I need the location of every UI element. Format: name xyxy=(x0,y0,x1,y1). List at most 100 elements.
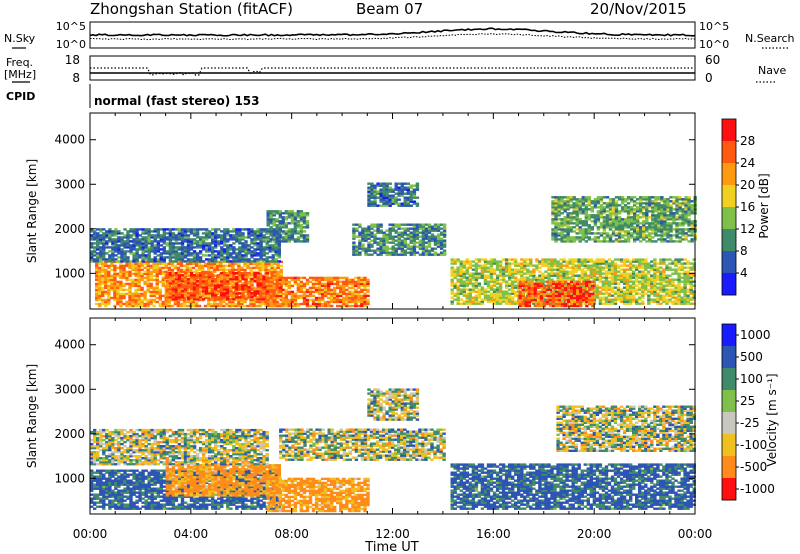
power-cell xyxy=(143,302,147,306)
power-cell xyxy=(662,286,666,289)
power-cell xyxy=(180,228,185,231)
power-cell xyxy=(580,270,584,273)
power-cell xyxy=(409,245,413,248)
power-cell xyxy=(468,266,472,269)
power-cell xyxy=(508,294,512,297)
power-cell xyxy=(403,227,407,230)
power-cell xyxy=(526,262,530,265)
power-cell xyxy=(185,304,190,308)
power-cell xyxy=(261,266,265,270)
power-cell xyxy=(168,294,173,297)
power-cell xyxy=(284,210,288,213)
power-cell xyxy=(107,274,111,278)
power-cell xyxy=(323,304,328,308)
power-cell xyxy=(99,256,103,259)
power-cell xyxy=(192,242,197,245)
power-cell xyxy=(208,284,212,287)
power-cell xyxy=(305,226,310,229)
power-cell xyxy=(165,232,169,235)
power-cell xyxy=(96,236,100,239)
power-cell xyxy=(271,228,275,231)
power-cell xyxy=(406,192,410,195)
power-cell xyxy=(686,274,690,277)
power-cell xyxy=(284,288,288,292)
power-cell xyxy=(674,302,678,305)
power-cell xyxy=(613,262,618,265)
power-cell xyxy=(272,300,276,304)
power-cell xyxy=(167,302,171,306)
power-cell xyxy=(194,282,199,286)
power-cell xyxy=(120,250,124,253)
power-cell xyxy=(117,252,121,255)
power-cell xyxy=(108,236,112,239)
power-cell xyxy=(613,276,618,279)
power-cell xyxy=(668,258,672,261)
power-cell xyxy=(382,200,386,203)
power-cell xyxy=(480,298,485,301)
nave-tick-top: 60 xyxy=(705,53,720,67)
power-cell xyxy=(188,270,193,274)
power-cell xyxy=(391,188,395,191)
power-cell xyxy=(547,272,551,275)
power-cell xyxy=(625,276,630,279)
power-cell xyxy=(589,270,593,273)
power-cell xyxy=(604,292,609,295)
power-cell xyxy=(317,300,322,304)
power-cell xyxy=(165,280,169,283)
power-cell xyxy=(101,266,105,270)
power-cell xyxy=(252,262,256,266)
freq-unit-label: [MHz] xyxy=(4,68,36,81)
power-cell xyxy=(580,284,584,287)
power-cell xyxy=(176,302,181,306)
power-cell xyxy=(177,230,182,233)
power-cell xyxy=(98,270,102,274)
power-cell xyxy=(376,184,380,187)
power-cell xyxy=(155,300,159,304)
power-cell xyxy=(527,284,531,288)
power-cell xyxy=(165,256,169,259)
power-cell xyxy=(382,204,386,207)
power-cell xyxy=(269,222,273,225)
power-cell xyxy=(137,260,141,264)
power-cell xyxy=(149,278,153,282)
power-cell xyxy=(351,300,355,304)
power-cell xyxy=(379,194,383,197)
power-cell xyxy=(158,288,162,292)
power-cell xyxy=(293,278,298,282)
power-cell xyxy=(256,276,260,279)
power-cell xyxy=(211,240,215,243)
power-cell xyxy=(265,256,269,259)
power-cell xyxy=(256,242,260,245)
power-cell xyxy=(140,294,144,298)
power-cell xyxy=(367,194,371,197)
power-cell xyxy=(610,262,615,265)
power-cell xyxy=(415,186,420,189)
power-cell xyxy=(517,268,521,271)
power-cell xyxy=(284,280,288,284)
power-cell xyxy=(406,182,410,185)
power-cell xyxy=(379,192,383,195)
power-cell xyxy=(629,292,633,295)
power-cell xyxy=(370,194,374,197)
power-cell xyxy=(391,247,395,250)
power-cell xyxy=(171,274,176,277)
power-cell xyxy=(471,288,476,291)
power-cell xyxy=(311,276,316,280)
power-cell xyxy=(93,238,97,241)
power-cell xyxy=(583,266,587,269)
power-cell xyxy=(442,241,447,244)
power-cell xyxy=(523,258,527,261)
power-cell xyxy=(632,264,636,267)
power-cell xyxy=(323,276,328,280)
power-cell xyxy=(379,223,383,226)
power-cell xyxy=(262,234,266,237)
power-cell xyxy=(102,228,106,231)
power-cell xyxy=(213,264,217,268)
power-cell xyxy=(234,302,238,306)
power-cell xyxy=(409,223,413,226)
power-cell xyxy=(486,270,491,273)
power-cell xyxy=(131,272,135,276)
power-cell xyxy=(305,240,310,243)
power-cell xyxy=(201,242,206,245)
power-cell xyxy=(504,260,509,263)
